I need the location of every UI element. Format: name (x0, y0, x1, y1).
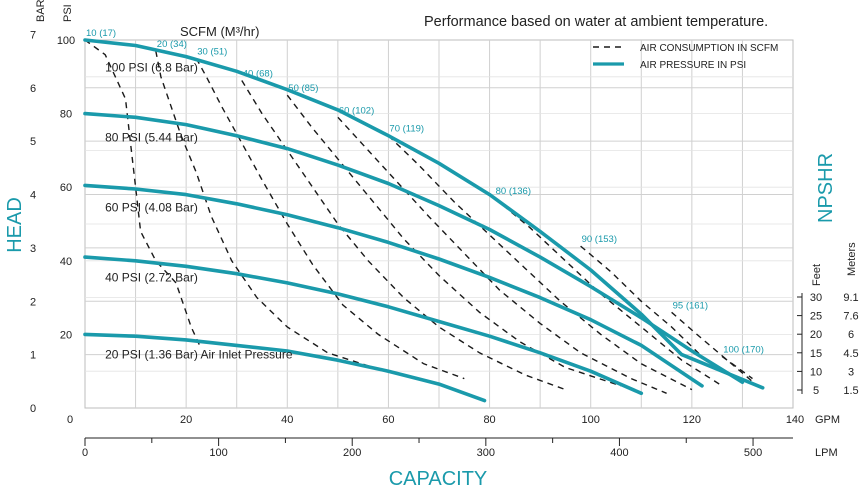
legend-air-pressure-label: AIR PRESSURE IN PSI (640, 60, 746, 71)
bar-tick-label: 3 (30, 243, 36, 255)
air-consumption-line (84, 39, 202, 350)
npshr-feet-tick-label: 10 (810, 366, 822, 378)
air-consumption-curves (84, 39, 759, 394)
bar-tick-label: 0 (30, 403, 36, 415)
lpm-tick-label: 300 (477, 447, 495, 459)
pressure-curve-label: 80 PSI (5.44 Bar) (105, 131, 198, 145)
npshr-meter-tick-label: 3 (848, 366, 854, 378)
axes: 0 1 2 3 4 5 6 7 20 40 60 80 100 0 20 40 60 80 100 120 140 0 10… (30, 29, 859, 459)
air-consumption-line (387, 135, 693, 391)
psi-tick-label: 40 (60, 256, 72, 268)
plot-grid (84, 39, 794, 409)
gpm-unit-label: GPM (815, 414, 840, 426)
scfm-value-label: 40 (68) (243, 68, 273, 79)
gpm-tick-label: 60 (382, 414, 394, 426)
gpm-tick-label: 120 (683, 414, 701, 426)
feet-unit-label: Feet (811, 264, 823, 286)
air-pressure-line (83, 111, 745, 384)
air-consumption-line (580, 245, 743, 383)
scfm-value-label: 80 (136) (496, 186, 531, 197)
gpm-tick-label: 20 (180, 414, 192, 426)
pressure-curve-label: 20 PSI (1.36 Bar) Air Inlet Pressure (105, 348, 293, 362)
chart-title: Performance based on water at ambient te… (424, 14, 768, 30)
pressure-curve-label: 40 PSI (2.72 Bar) (105, 270, 198, 284)
gpm-tick-label: 80 (483, 414, 495, 426)
air-consumption-line (337, 116, 667, 394)
bar-tick-label: 5 (30, 136, 36, 148)
npshr-meter-tick-label: 6 (848, 329, 854, 341)
pressure-curve-label: 60 PSI (4.08 Bar) (105, 200, 198, 214)
bar-tick-label: 2 (30, 296, 36, 308)
scfm-value-label: 100 (170) (723, 344, 764, 355)
capacity-axis-title: CAPACITY (389, 468, 488, 490)
air-pressure-line (83, 332, 487, 403)
npshr-feet-tick-label: 25 (810, 311, 822, 323)
scfm-value-label: 60 (102) (339, 105, 374, 116)
npshr-feet-tick-label: 20 (810, 329, 822, 341)
npshr-meter-tick-label: 4.5 (843, 348, 858, 360)
scfm-value-label: 20 (34) (157, 39, 187, 50)
scfm-value-label: 70 (119) (389, 124, 424, 135)
scfm-value-label: 90 (153) (582, 234, 617, 245)
scfm-label: SCFM (M³/hr) (180, 24, 259, 39)
psi-tick-label: 80 (60, 109, 72, 121)
psi-tick-label: 60 (60, 182, 72, 194)
pressure-curve-label: 100 PSI (6.8 Bar) (105, 61, 198, 75)
air-consumption-line (155, 50, 374, 369)
scfm-value-labels: 10 (17) 20 (34) 30 (51) 40 (68) 50 (85) 60 (1… (86, 28, 764, 355)
bar-unit-label: BAR (35, 0, 47, 22)
npshr-meter-tick-label: 9.1 (843, 292, 858, 304)
legend: AIR CONSUMPTION IN SCFM AIR PRESSURE IN … (593, 43, 778, 71)
air-pressure-curves (83, 38, 765, 403)
lpm-unit-label: LPM (815, 447, 838, 459)
bar-tick-label: 6 (30, 83, 36, 95)
gpm-tick-label: 40 (281, 414, 293, 426)
npshr-feet-tick-label: 30 (810, 292, 822, 304)
bar-tick-label: 7 (30, 29, 36, 41)
npshr-meter-tick-label: 1.5 (843, 385, 858, 397)
scfm-value-label: 10 (17) (86, 28, 116, 39)
lpm-tick-label: 500 (744, 447, 762, 459)
bar-tick-label: 4 (30, 190, 36, 202)
legend-air-consumption-label: AIR CONSUMPTION IN SCFM (640, 43, 778, 54)
pressure-curve-labels: 100 PSI (6.8 Bar) 80 PSI (5.44 Bar) 60 PSI… (105, 61, 293, 362)
npshr-feet-tick-label: 15 (810, 348, 822, 360)
air-pressure-line (83, 255, 644, 396)
gpm-tick-label: 140 (786, 414, 804, 426)
lpm-tick-label: 0 (82, 447, 88, 459)
lpm-tick-label: 400 (610, 447, 628, 459)
bar-tick-label: 1 (30, 350, 36, 362)
air-consumption-line (241, 80, 566, 391)
gpm-tick-label: 0 (67, 414, 73, 426)
air-consumption-line (721, 355, 753, 380)
air-pressure-line (83, 38, 765, 390)
air-pressure-line (83, 183, 704, 388)
gpm-tick-label: 100 (582, 414, 600, 426)
psi-unit-label: PSI (62, 4, 74, 22)
lpm-tick-label: 100 (209, 447, 227, 459)
psi-tick-label: 20 (60, 329, 72, 341)
scfm-value-label: 30 (51) (197, 46, 227, 57)
lpm-tick-label: 200 (343, 447, 361, 459)
meters-unit-label: Meters (846, 242, 858, 276)
npshr-meter-tick-label: 7.6 (843, 311, 858, 323)
air-consumption-line (671, 311, 759, 387)
psi-tick-label: 100 (57, 35, 75, 47)
npshr-axis-title: NPSHR (815, 153, 837, 223)
npshr-feet-tick-label: 5 (813, 385, 819, 397)
scfm-value-label: 95 (161) (673, 300, 708, 311)
head-axis-title: HEAD (4, 197, 26, 253)
air-consumption-line (195, 58, 465, 380)
scfm-value-label: 50 (85) (288, 83, 318, 94)
